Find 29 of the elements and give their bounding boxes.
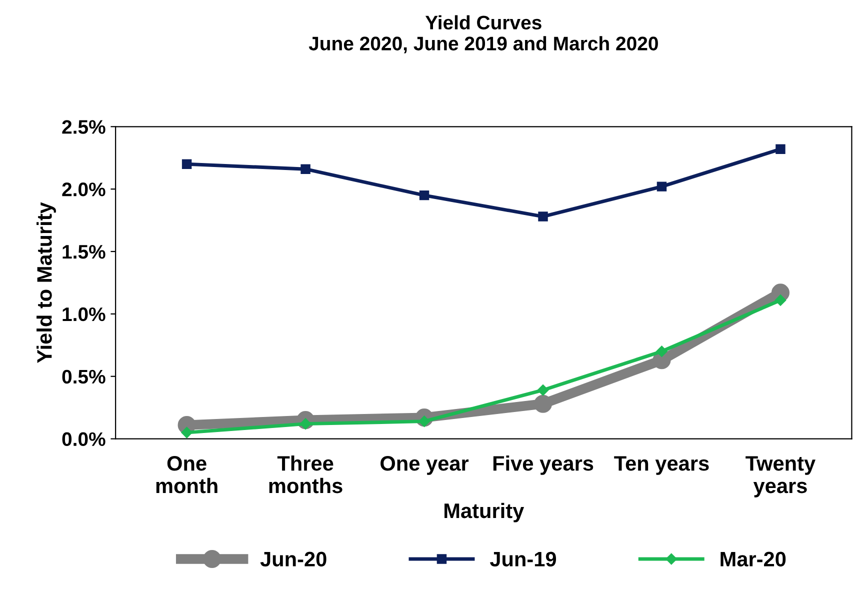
y-tick-label: 1.0% <box>62 307 106 322</box>
x-tick-label: Five years <box>493 455 594 475</box>
legend-label: Jun-19 <box>490 552 556 567</box>
y-tick-label: 1.5% <box>62 245 106 259</box>
y-tick-label: 2.0% <box>62 182 106 196</box>
x-tick-label: One month <box>156 456 218 494</box>
point <box>656 346 668 358</box>
chart-title: Yield Curves June 2020, June 2019 and March 2020 <box>308 15 658 54</box>
point <box>774 294 786 306</box>
point <box>534 394 552 413</box>
legend-label: Mar-20 <box>720 552 786 567</box>
x-tick-label: Three months <box>269 455 342 494</box>
y-axis-title: Yield to Maturity <box>36 202 56 363</box>
x-axis-title: Maturity <box>444 502 524 522</box>
x-tick-label: Twenty years <box>746 456 816 498</box>
y-tick-label: 0.5% <box>62 370 106 384</box>
point <box>300 164 310 174</box>
point <box>182 159 192 169</box>
legend-label: Jun-20 <box>260 552 326 567</box>
point <box>776 144 786 154</box>
point <box>656 182 667 192</box>
x-tick-label: Ten years <box>614 456 709 475</box>
point <box>181 426 192 438</box>
point <box>538 212 548 222</box>
point <box>537 384 549 396</box>
point <box>419 190 430 200</box>
y-tick-label: 2.5% <box>62 120 106 134</box>
y-tick-label: 0.0% <box>62 432 106 446</box>
x-tick-label: One year <box>380 456 469 475</box>
